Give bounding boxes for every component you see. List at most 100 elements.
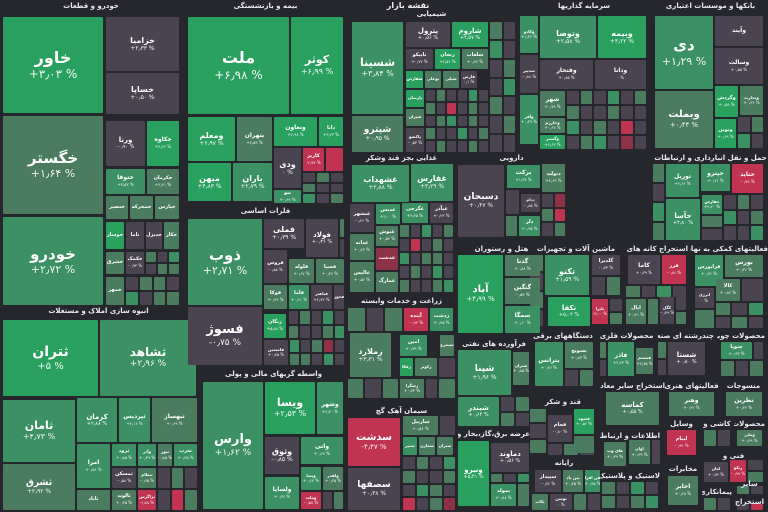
mini-tile[interactable] — [594, 136, 606, 149]
stock-tile[interactable]: پاکشو -۰٫۵۳ % — [406, 128, 424, 152]
stock-tile[interactable]: خمحرکه — [130, 196, 153, 219]
mini-tile[interactable] — [748, 316, 763, 328]
mini-tile[interactable] — [323, 340, 333, 352]
stock-tile[interactable]: شپلی — [443, 71, 459, 88]
stock-tile[interactable]: ثاباد — [77, 490, 110, 510]
stock-tile[interactable]: خکار — [164, 222, 179, 249]
mini-tile[interactable] — [738, 133, 750, 148]
mini-tile[interactable] — [334, 325, 344, 338]
mini-tile[interactable] — [574, 494, 586, 510]
mini-tile[interactable] — [312, 353, 322, 365]
stock-tile[interactable]: شبندر +۰٫۶۴ % — [458, 397, 499, 426]
mini-tile[interactable] — [365, 379, 381, 398]
mini-tile[interactable] — [312, 340, 322, 352]
mini-tile[interactable] — [436, 90, 446, 101]
mini-tile[interactable] — [430, 457, 442, 469]
mini-tile[interactable] — [567, 91, 579, 104]
mini-tile[interactable] — [751, 486, 763, 494]
stock-tile[interactable]: فباهنر +۲٫۷۳ % — [311, 285, 332, 309]
mini-tile[interactable] — [126, 292, 138, 305]
mini-tile[interactable] — [158, 468, 170, 488]
stock-tile[interactable]: رتکو -۰٫۹۹ % — [730, 460, 746, 482]
stock-tile[interactable]: وسالت +۰٫۵۵ % — [715, 48, 763, 84]
mini-tile[interactable] — [479, 141, 488, 152]
stock-tile[interactable]: فسوژ -۰٫۷۵ % — [188, 307, 262, 365]
mini-tile[interactable] — [301, 340, 311, 352]
stock-tile[interactable]: ختوقا +۳٫۵۳ % — [106, 169, 145, 194]
stock-tile[interactable]: توریل +۲٫۶۶ % — [666, 164, 699, 197]
stock-tile[interactable]: غدشت — [376, 248, 398, 270]
mini-tile[interactable] — [574, 436, 594, 453]
stock-tile[interactable]: لپیام -۰٫۹۲ % — [667, 430, 696, 455]
stock-tile[interactable]: حتاید -۰٫۷۹ % — [732, 164, 763, 193]
stock-tile[interactable]: اپال +۰٫۴۱ % — [626, 299, 646, 324]
stock-tile[interactable]: وتعاون +۴٫۹۸ % — [274, 117, 317, 146]
stock-tile[interactable]: توسن ۰ % — [550, 494, 572, 510]
mini-tile[interactable] — [506, 190, 519, 214]
mini-tile[interactable] — [430, 498, 442, 510]
stock-tile[interactable]: وشهر +۲٫۳۰ % — [317, 382, 343, 434]
mini-tile[interactable] — [416, 484, 428, 497]
mini-tile[interactable] — [748, 472, 763, 482]
stock-tile[interactable]: خاور +۳٫۰۳ % — [3, 17, 103, 113]
stock-tile[interactable]: های وب +۰٫۳۹ % — [604, 442, 626, 466]
stock-tile[interactable]: خساپا +۰٫۵۰ % — [106, 73, 179, 114]
mini-tile[interactable] — [334, 492, 343, 509]
mini-tile[interactable] — [716, 316, 731, 328]
mini-tile[interactable] — [704, 498, 716, 510]
stock-tile[interactable]: کوثر +۶٫۹۹ % — [291, 17, 343, 114]
mini-tile[interactable] — [146, 264, 156, 274]
stock-tile[interactable]: غبشهر -۰٫۲۶ % — [350, 204, 374, 232]
stock-tile[interactable]: بمولد +۰٫۸۸ % — [491, 484, 516, 506]
mini-tile[interactable] — [289, 325, 299, 338]
mini-tile[interactable] — [479, 128, 488, 140]
mini-tile[interactable] — [323, 325, 333, 338]
mini-tile[interactable] — [303, 173, 315, 182]
mini-tile[interactable] — [592, 277, 605, 295]
mini-tile[interactable] — [426, 128, 435, 140]
mini-tile[interactable] — [751, 210, 763, 225]
mini-tile[interactable] — [737, 226, 750, 240]
mini-tile[interactable] — [607, 136, 619, 149]
stock-tile[interactable]: فاما +۰٫۶۱ % — [289, 285, 309, 309]
mini-tile[interactable] — [737, 210, 750, 225]
stock-tile[interactable]: آباد +۴٫۹۹ % — [458, 255, 503, 333]
mini-tile[interactable] — [382, 379, 398, 398]
stock-tile[interactable]: حپترو +۰٫۷۶ % — [701, 164, 730, 191]
stock-tile[interactable]: قشهد +۰٫۵۶ % — [574, 409, 594, 434]
mini-tile[interactable] — [751, 504, 763, 510]
mini-tile[interactable] — [631, 496, 644, 508]
mini-tile[interactable] — [648, 299, 658, 324]
stock-tile[interactable]: باران +۲٫۷۹ % — [233, 163, 272, 201]
stock-tile[interactable]: زنجان +۲٫۵۶ % — [435, 49, 460, 69]
stock-tile[interactable]: وتوصا +۲٫۵۸ % — [540, 16, 596, 58]
stock-tile[interactable]: وگردش +۰٫۵۹ % — [715, 86, 738, 117]
stock-tile[interactable]: شستا +۰٫۸۰ % — [668, 342, 705, 375]
mini-tile[interactable] — [468, 102, 478, 114]
mini-tile[interactable] — [672, 286, 686, 297]
mini-tile[interactable] — [754, 342, 763, 359]
mini-tile[interactable] — [503, 22, 515, 39]
mini-tile[interactable] — [695, 310, 714, 328]
mini-tile[interactable] — [653, 164, 664, 182]
stock-tile[interactable]: سدبیر -۰٫۸۸ % — [520, 55, 538, 93]
mini-tile[interactable] — [334, 353, 344, 365]
mini-tile[interactable] — [490, 116, 502, 134]
stock-tile[interactable]: غگرجی +۳٫۴۵ % — [402, 203, 428, 223]
mini-tile[interactable] — [289, 311, 299, 324]
mini-tile[interactable] — [542, 223, 553, 236]
mini-tile[interactable] — [348, 379, 364, 398]
mini-tile[interactable] — [588, 494, 600, 510]
mini-tile[interactable] — [411, 266, 420, 279]
stock-tile[interactable]: اخابر +۰٫۲۸ % — [668, 476, 698, 505]
mini-tile[interactable] — [516, 412, 529, 426]
stock-tile[interactable]: ودانا ۰ % — [595, 60, 646, 89]
stock-tile[interactable]: ثنظام -۰٫۷۵ % — [138, 468, 156, 488]
mini-tile[interactable] — [468, 141, 478, 152]
stock-tile[interactable]: فملی +۰٫۳۹ % — [264, 219, 304, 248]
stock-tile[interactable]: زکوثر — [415, 358, 437, 376]
mini-tile[interactable] — [311, 325, 322, 338]
mini-tile[interactable] — [594, 91, 606, 104]
mini-tile[interactable] — [443, 498, 455, 510]
mini-tile[interactable] — [626, 286, 640, 297]
